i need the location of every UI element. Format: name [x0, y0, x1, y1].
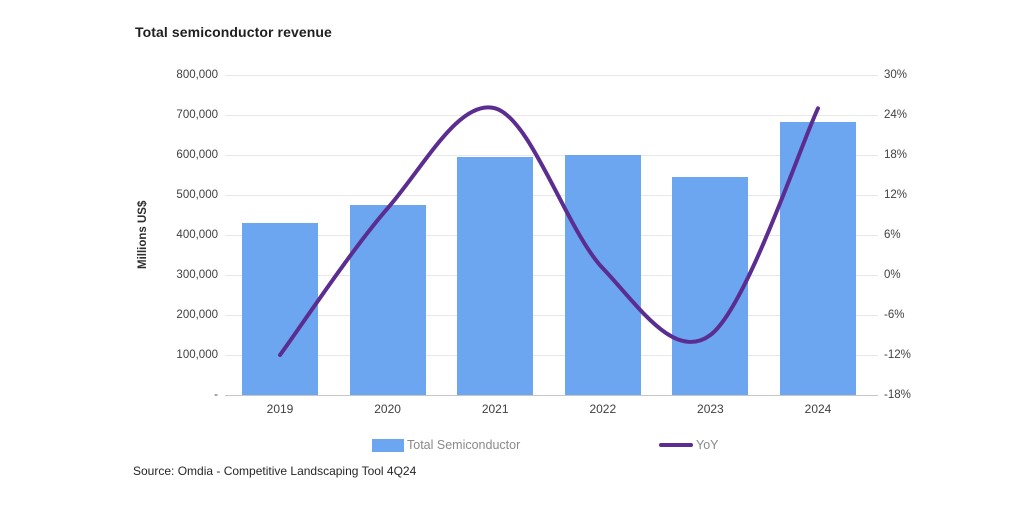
left-axis-tick-label: 100,000	[176, 349, 218, 361]
right-axis-tick-label: -6%	[884, 309, 905, 321]
yoy-line-path	[278, 105, 820, 357]
legend-item-yoy: YoY	[659, 436, 718, 454]
x-axis-label-2021: 2021	[481, 402, 509, 416]
x-axis-label-2023: 2023	[697, 402, 724, 416]
right-axis-tick-label: 30%	[884, 69, 908, 81]
right-axis-tick-label: 6%	[884, 229, 901, 241]
legend-label: YoY	[696, 438, 719, 452]
gridline	[225, 114, 878, 116]
bar-swatch-icon	[372, 438, 404, 452]
right-axis-tick-label: -18%	[884, 389, 911, 401]
x-axis-label-2022: 2022	[589, 402, 617, 416]
x-axis-label-2024: 2024	[804, 402, 832, 416]
line-swatch-icon	[659, 443, 693, 447]
bar-2021	[457, 157, 534, 395]
gridline	[225, 274, 878, 276]
left-axis-tick-label: 200,000	[176, 309, 218, 321]
gridline	[225, 74, 878, 76]
left-axis-tick-label: 300,000	[176, 269, 218, 281]
left-axis-tick-label: 600,000	[176, 149, 218, 161]
yoy-line-series	[278, 105, 820, 357]
left-axis-tick-label: 800,000	[176, 69, 218, 81]
right-axis-tick-label: 12%	[884, 189, 908, 201]
legend-label: Total Semiconductor	[407, 438, 521, 452]
gridline	[225, 234, 878, 236]
gridline	[225, 314, 878, 316]
right-axis-tick-label: -12%	[884, 349, 911, 361]
gridline	[225, 354, 878, 356]
gridline	[225, 194, 878, 196]
left-axis-tick-label: 500,000	[176, 189, 218, 201]
left-axis-tick-label: 400,000	[176, 229, 218, 241]
right-axis-tick-label: 0%	[884, 269, 901, 281]
source-note: Source: Omdia - Competitive Landscaping …	[133, 464, 417, 478]
gridline	[225, 154, 878, 156]
right-axis-tick-label: 18%	[884, 149, 908, 161]
x-axis-label-2019: 2019	[266, 402, 294, 416]
legend-item-total-semiconductor: Total Semiconductor	[372, 436, 520, 454]
left-axis-tick-label: -	[214, 389, 218, 401]
x-axis-label-2020: 2020	[374, 402, 401, 416]
chart-title: Total semiconductor revenue	[135, 24, 332, 40]
left-axis-title: Millions US$	[137, 200, 149, 270]
right-axis-tick-label: 24%	[884, 109, 908, 121]
bar-2019	[242, 223, 318, 395]
bar-2022	[564, 154, 641, 395]
x-axis-line	[225, 394, 878, 396]
legend: Total Semiconductor YoY	[0, 436, 1024, 456]
plot-area	[225, 74, 878, 396]
bar-2023	[672, 177, 749, 395]
left-axis-tick-label: 700,000	[176, 109, 218, 121]
